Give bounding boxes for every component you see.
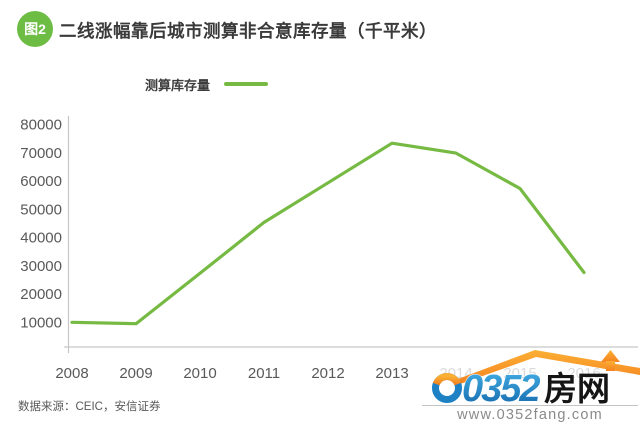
- logo-number: 0352: [462, 368, 540, 410]
- logo-number-text: 0352: [462, 368, 540, 410]
- y-tick-label: 40000: [20, 230, 62, 247]
- logo-url: www.0352fang.com: [456, 407, 603, 422]
- y-tick-label: 10000: [20, 315, 62, 332]
- logo-cn: 房网: [544, 370, 610, 407]
- ring-zero-icon: [432, 373, 462, 403]
- line-chart: 10000 20000 30000 40000 50000 60000 70000 80000…: [20, 116, 638, 382]
- watermark-logo: 0352 房网 www.0352fang.com: [420, 350, 640, 422]
- series-line-inventory: [70, 141, 586, 326]
- y-axis-tick-labels: 10000 20000 30000 40000 50000 60000 70000 80000: [20, 117, 62, 332]
- y-tick-label: 80000: [20, 117, 62, 134]
- source-text: 数据来源：CEIC，安信证券: [18, 401, 161, 413]
- page-title: 二线涨幅靠后城市测算非合意库存量（千平米）: [59, 21, 437, 41]
- figure-badge-label: 图2: [24, 21, 46, 37]
- roof-icon: [458, 350, 640, 384]
- x-tick-label: 2009: [119, 365, 152, 382]
- y-tick-label: 60000: [20, 173, 62, 190]
- figure-badge-icon: 图2: [17, 11, 53, 47]
- x-tick-label: 2013: [375, 365, 408, 382]
- x-tick-label: 2012: [311, 365, 344, 382]
- y-tick-label: 50000: [20, 201, 62, 218]
- x-tick-label: 2011: [248, 365, 280, 382]
- y-tick-label: 30000: [20, 258, 62, 275]
- x-tick-label: 2010: [183, 365, 216, 382]
- y-tick-label: 20000: [20, 286, 62, 303]
- x-tick-label: 2008: [55, 365, 88, 382]
- up-arrow-icon: [601, 350, 620, 371]
- legend-label: 测算库存量: [145, 77, 211, 93]
- legend: 测算库存量: [145, 76, 269, 93]
- y-tick-label: 70000: [20, 145, 62, 162]
- legend-line-swatch: [224, 82, 269, 86]
